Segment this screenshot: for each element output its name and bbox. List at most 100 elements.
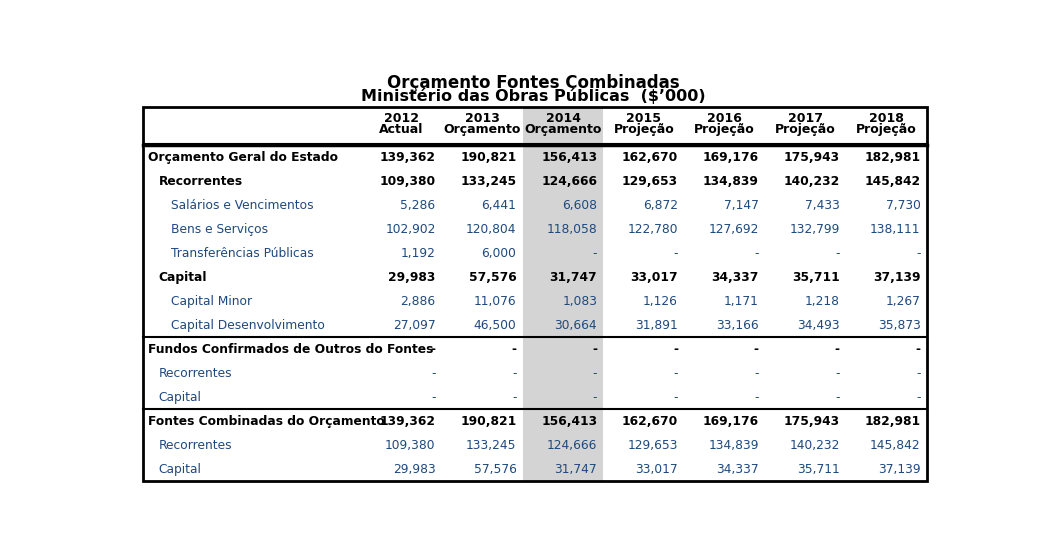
Text: Recorrentes: Recorrentes [159,439,232,452]
Text: 138,111: 138,111 [870,223,920,236]
Text: 34,337: 34,337 [711,271,759,284]
Text: Fontes Combinadas do Orçamento: Fontes Combinadas do Orçamento [148,415,385,428]
Text: 31,747: 31,747 [549,271,597,284]
Text: 37,139: 37,139 [873,271,920,284]
Text: 7,433: 7,433 [805,199,839,212]
Text: 6,441: 6,441 [482,199,517,212]
Text: 57,576: 57,576 [473,463,517,476]
Text: 6,000: 6,000 [482,247,517,260]
Text: 156,413: 156,413 [541,151,597,164]
Text: Capital: Capital [159,271,207,284]
Text: 35,873: 35,873 [878,319,920,332]
Text: Capital Minor: Capital Minor [171,295,252,308]
Text: 33,017: 33,017 [630,271,678,284]
Text: 2,886: 2,886 [400,295,436,308]
Text: 145,842: 145,842 [864,175,920,188]
Text: 1,192: 1,192 [400,247,436,260]
Text: 1,171: 1,171 [724,295,759,308]
Text: 182,981: 182,981 [864,151,920,164]
Text: 2014: 2014 [546,112,580,125]
Text: 140,232: 140,232 [789,439,839,452]
Text: Orçamento Geral do Estado: Orçamento Geral do Estado [148,151,338,164]
Text: Projeção: Projeção [695,123,755,136]
Text: -: - [593,247,597,260]
Text: -: - [835,343,839,356]
Text: 1,218: 1,218 [805,295,839,308]
Bar [144,107,927,481]
Text: 182,981: 182,981 [864,415,920,428]
Text: 169,176: 169,176 [703,415,759,428]
Text: -: - [835,367,839,380]
Text: Recorrentes: Recorrentes [159,367,232,380]
Text: -: - [592,343,597,356]
Text: 162,670: 162,670 [622,151,678,164]
Text: Capital: Capital [159,391,202,404]
Text: 37,139: 37,139 [878,463,920,476]
Text: -: - [916,367,920,380]
Text: -: - [916,247,920,260]
Text: 175,943: 175,943 [783,415,839,428]
Text: Orçamento Fontes Combinadas: Orçamento Fontes Combinadas [387,74,679,92]
Text: Recorrentes: Recorrentes [159,175,242,188]
Text: Projeção: Projeção [775,123,836,136]
Text: -: - [431,391,436,404]
Text: Salários e Vencimentos: Salários e Vencimentos [171,199,314,212]
Text: 190,821: 190,821 [460,151,517,164]
Text: Orçamento: Orçamento [524,123,602,136]
Text: 175,943: 175,943 [783,151,839,164]
Text: 139,362: 139,362 [380,151,436,164]
Text: -: - [431,343,436,356]
Text: 109,380: 109,380 [385,439,436,452]
Text: 35,711: 35,711 [791,271,839,284]
Text: 133,245: 133,245 [466,439,517,452]
Text: 1,083: 1,083 [563,295,597,308]
Text: 127,692: 127,692 [708,223,759,236]
Text: 2015: 2015 [626,112,661,125]
Text: 129,653: 129,653 [622,175,678,188]
Text: Actual: Actual [380,123,423,136]
Text: 34,493: 34,493 [797,319,839,332]
Text: 2017: 2017 [788,112,823,125]
Text: 2013: 2013 [465,112,499,125]
Text: 169,176: 169,176 [703,151,759,164]
Text: 57,576: 57,576 [469,271,517,284]
Text: -: - [835,247,839,260]
Text: 190,821: 190,821 [460,415,517,428]
Text: 6,608: 6,608 [563,199,597,212]
Text: Orçamento: Orçamento [443,123,521,136]
Text: 124,666: 124,666 [547,439,597,452]
Text: 7,147: 7,147 [724,199,759,212]
Text: 29,983: 29,983 [388,271,436,284]
Text: -: - [512,367,517,380]
Text: 162,670: 162,670 [622,415,678,428]
Bar [522,107,603,481]
Text: 6,872: 6,872 [643,199,678,212]
Text: -: - [512,391,517,404]
Text: 31,891: 31,891 [635,319,678,332]
Text: 46,500: 46,500 [473,319,517,332]
Text: Fundos Confirmados de Outros do Fontes: Fundos Confirmados de Outros do Fontes [148,343,434,356]
Text: Ministério das Obras Públicas  ($’000): Ministério das Obras Públicas ($’000) [361,89,705,105]
Text: 102,902: 102,902 [385,223,436,236]
Text: -: - [754,247,759,260]
Text: 134,839: 134,839 [703,175,759,188]
Text: 1,267: 1,267 [886,295,920,308]
Text: 33,017: 33,017 [635,463,678,476]
Text: 2012: 2012 [384,112,419,125]
Text: -: - [674,247,678,260]
Text: Transferências Públicas: Transferências Públicas [171,247,314,260]
Text: 11,076: 11,076 [474,295,517,308]
Text: 140,232: 140,232 [783,175,839,188]
Text: -: - [593,391,597,404]
Text: Capital: Capital [159,463,202,476]
Text: 122,780: 122,780 [627,223,678,236]
Text: Projeção: Projeção [856,123,916,136]
Text: -: - [512,343,517,356]
Text: 2018: 2018 [868,112,904,125]
Text: 33,166: 33,166 [717,319,759,332]
Text: 29,983: 29,983 [393,463,436,476]
Text: Capital Desenvolvimento: Capital Desenvolvimento [171,319,324,332]
Text: -: - [593,367,597,380]
Text: 27,097: 27,097 [393,319,436,332]
Text: -: - [431,367,436,380]
